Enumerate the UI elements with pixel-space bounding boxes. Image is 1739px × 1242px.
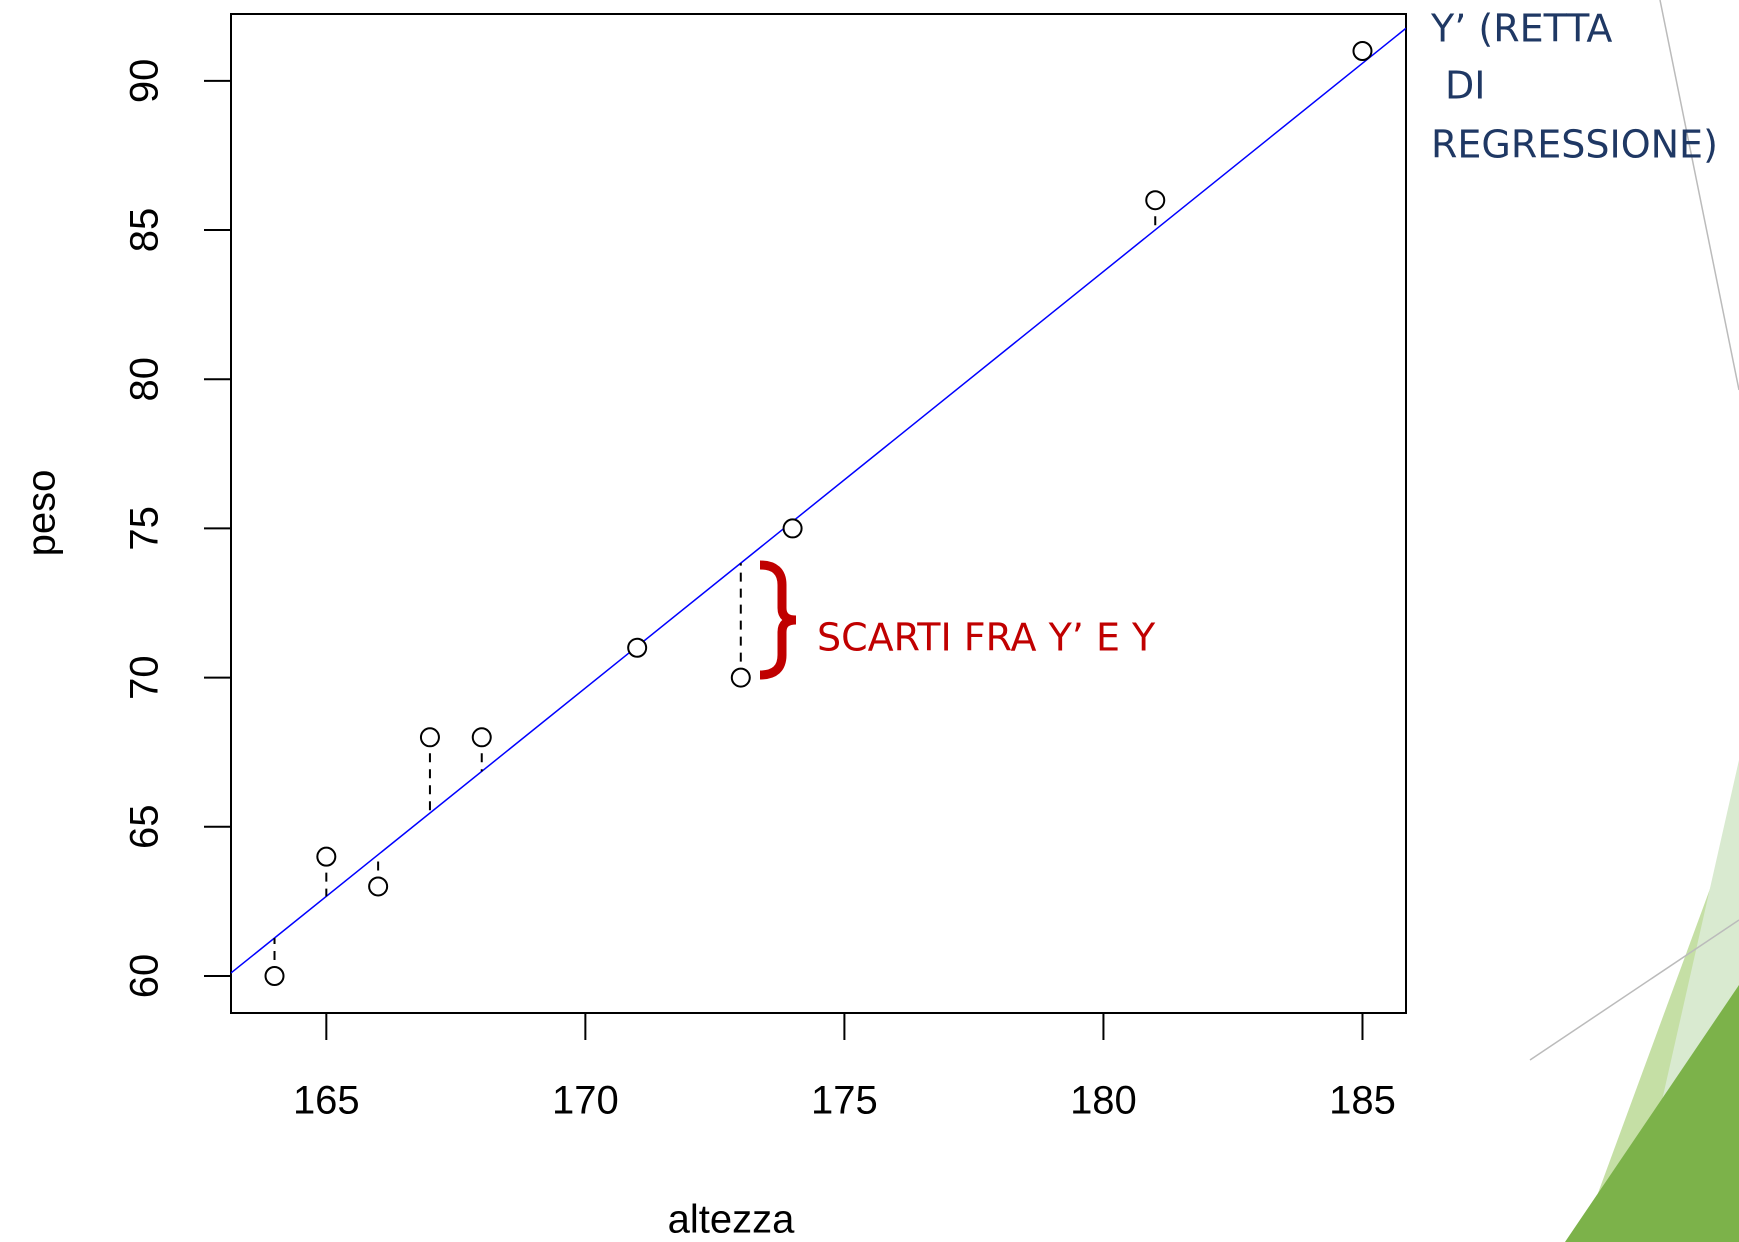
line-annotation: Y’ (RETTA <box>1430 7 1612 51</box>
residual-annotation: SCARTI FRA Y’ E Y <box>817 616 1156 660</box>
x-tick-label: 170 <box>552 1079 619 1123</box>
point <box>368 876 389 897</box>
point <box>316 846 337 867</box>
y-tick-label: 75 <box>123 506 167 551</box>
y-axis-label: peso <box>20 470 64 557</box>
point <box>419 727 440 748</box>
y-tick-label: 90 <box>123 59 167 104</box>
y-tick-label: 65 <box>123 805 167 850</box>
point <box>627 637 648 658</box>
decor-line <box>1529 919 1739 1061</box>
regression-line <box>231 27 1406 974</box>
line-annotation: REGRESSIONE) <box>1431 123 1718 167</box>
point <box>471 727 492 748</box>
x-tick-label: 175 <box>811 1079 878 1123</box>
y-tick-label: 60 <box>123 954 167 999</box>
brace <box>759 560 797 680</box>
point <box>1352 41 1373 61</box>
y-tick-label: 80 <box>123 357 167 402</box>
x-axis-label: altezza <box>668 1198 795 1242</box>
point <box>782 518 803 539</box>
point <box>1145 190 1166 211</box>
x-tick-label: 185 <box>1329 1079 1396 1123</box>
point <box>264 966 285 986</box>
line-annotation: DI <box>1445 64 1485 108</box>
y-tick-label: 70 <box>123 655 167 700</box>
decor-line <box>1659 0 1739 391</box>
decor-dark <box>1565 985 1739 1242</box>
x-tick-label: 165 <box>293 1079 360 1123</box>
plot-frame <box>230 13 1407 1014</box>
point <box>730 667 751 688</box>
y-tick-label: 85 <box>123 208 167 253</box>
x-tick-label: 180 <box>1070 1079 1137 1123</box>
